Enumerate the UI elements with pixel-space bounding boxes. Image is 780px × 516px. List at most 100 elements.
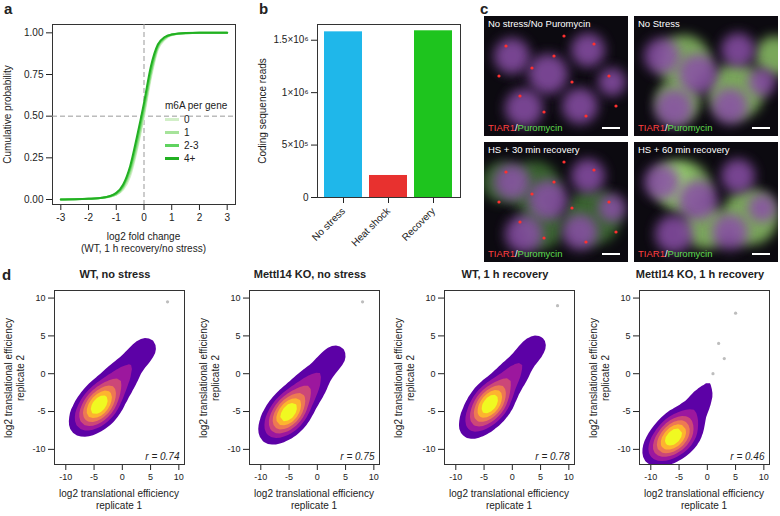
html-text:WT, no stress: WT, no stress	[79, 268, 151, 280]
html-text:log2 translational efficiency: log2 translational efficiency	[393, 318, 404, 438]
html-text:replicate 1: replicate 1	[485, 500, 533, 511]
svg-text:1.00: 1.00	[24, 27, 44, 38]
svg-text:0: 0	[40, 369, 45, 379]
html-text:log2 translational efficiency: log2 translational efficiency	[198, 318, 209, 438]
svg-text:0: 0	[120, 472, 125, 482]
html-text:replicate 1: replicate 1	[290, 500, 338, 511]
html-text:replicate 2: replicate 2	[600, 354, 611, 402]
html-text:log2 translational efficiency: log2 translational efficiency	[59, 488, 179, 499]
svg-text:0: 0	[303, 192, 309, 203]
svg-text:0: 0	[510, 472, 515, 482]
svg-text:5: 5	[343, 472, 348, 482]
html-text:replicate 1: replicate 1	[680, 500, 728, 511]
svg-text:2: 2	[197, 212, 203, 223]
html-text:replicate 1: replicate 1	[95, 500, 143, 511]
svg-text:r = 0.78: r = 0.78	[535, 451, 570, 462]
svg-text:-10: -10	[617, 444, 630, 454]
svg-text:5: 5	[538, 472, 543, 482]
html-text:log2 fold change: log2 fold change	[106, 231, 181, 242]
html-text:log2 translational efficiency: log2 translational efficiency	[588, 318, 599, 438]
svg-text:0.75: 0.75	[24, 69, 44, 80]
svg-text:0.00: 0.00	[24, 194, 44, 205]
html-text:log2 translational efficiency: log2 translational efficiency	[644, 488, 764, 499]
svg-text:0.50: 0.50	[24, 110, 44, 121]
html-text:m6A per gene: m6A per gene	[165, 100, 228, 111]
html-text:log2 translational efficiency: log2 translational efficiency	[254, 488, 374, 499]
svg-text:HS + 60 min recovery: HS + 60 min recovery	[638, 144, 730, 155]
svg-text:5: 5	[733, 472, 738, 482]
svg-text:-10: -10	[449, 472, 462, 482]
svg-text:-3: -3	[56, 212, 65, 223]
svg-text:1×10⁶: 1×10⁶	[282, 87, 309, 98]
svg-text:10: 10	[35, 293, 45, 303]
html-text:b: b	[259, 0, 269, 17]
svg-text:-5: -5	[232, 406, 240, 416]
html-text:log2 translational efficiency: log2 translational efficiency	[449, 488, 569, 499]
svg-text:No stress/No Puromycin: No stress/No Puromycin	[488, 18, 590, 29]
svg-text:TIAR1/Puromycin: TIAR1/Puromycin	[488, 248, 562, 259]
html-text:replicate 2: replicate 2	[405, 354, 416, 402]
svg-text:10: 10	[620, 293, 630, 303]
svg-text:Cumulative probability: Cumulative probability	[2, 65, 13, 163]
svg-text:1.5×10⁶: 1.5×10⁶	[274, 34, 309, 45]
svg-text:0: 0	[625, 369, 630, 379]
svg-text:10: 10	[174, 472, 184, 482]
svg-text:5: 5	[148, 472, 153, 482]
html-text:replicate 2: replicate 2	[210, 354, 221, 402]
svg-text:10: 10	[230, 293, 240, 303]
svg-text:5: 5	[625, 331, 630, 341]
html-text:2-3: 2-3	[184, 140, 199, 151]
svg-text:-5: -5	[90, 472, 98, 482]
svg-text:0: 0	[235, 369, 240, 379]
svg-text:TIAR1/Puromycin: TIAR1/Puromycin	[488, 122, 562, 133]
svg-text:-5: -5	[427, 406, 435, 416]
svg-text:5×10⁵: 5×10⁵	[282, 139, 309, 150]
svg-text:-10: -10	[59, 472, 72, 482]
svg-text:0.25: 0.25	[24, 152, 44, 163]
svg-text:Coding sequence reads: Coding sequence reads	[257, 58, 268, 164]
svg-text:5: 5	[235, 331, 240, 341]
html-text:replicate 2: replicate 2	[15, 354, 26, 402]
svg-text:-10: -10	[32, 444, 45, 454]
html-text:log2 translational efficiency: log2 translational efficiency	[3, 318, 14, 438]
svg-text:-5: -5	[480, 472, 488, 482]
html-text:Mettl14 KO, no stress: Mettl14 KO, no stress	[253, 268, 367, 280]
svg-text:No stress: No stress	[310, 205, 348, 243]
html-text:Mettl14 KO, 1 h recovery: Mettl14 KO, 1 h recovery	[635, 268, 765, 280]
svg-text:-5: -5	[37, 406, 45, 416]
html-text:d: d	[2, 266, 12, 283]
svg-text:-5: -5	[675, 472, 683, 482]
svg-text:0: 0	[315, 472, 320, 482]
svg-text:Heat shock: Heat shock	[349, 205, 393, 249]
svg-text:0: 0	[141, 212, 147, 223]
svg-text:r = 0.75: r = 0.75	[340, 451, 375, 462]
svg-text:5: 5	[430, 331, 435, 341]
html-text:(WT, 1 h recovery/no stress): (WT, 1 h recovery/no stress)	[81, 243, 206, 254]
svg-text:r = 0.74: r = 0.74	[145, 451, 180, 462]
svg-text:-5: -5	[622, 406, 630, 416]
svg-text:10: 10	[425, 293, 435, 303]
svg-text:-10: -10	[254, 472, 267, 482]
html-text:WT, 1 h recovery: WT, 1 h recovery	[461, 268, 549, 280]
svg-text:5: 5	[40, 331, 45, 341]
svg-text:3: 3	[224, 212, 230, 223]
svg-text:-5: -5	[285, 472, 293, 482]
svg-text:0: 0	[705, 472, 710, 482]
svg-text:Recovery: Recovery	[400, 205, 438, 243]
html-text:4+: 4+	[184, 153, 196, 164]
svg-text:-10: -10	[644, 472, 657, 482]
svg-text:-10: -10	[422, 444, 435, 454]
svg-text:r = 0.46: r = 0.46	[730, 451, 765, 462]
svg-text:-1: -1	[112, 212, 121, 223]
svg-text:1: 1	[169, 212, 175, 223]
svg-text:-10: -10	[227, 444, 240, 454]
svg-text:10: 10	[564, 472, 574, 482]
svg-text:10: 10	[759, 472, 769, 482]
svg-text:TIAR1/Puromycin: TIAR1/Puromycin	[638, 122, 712, 133]
svg-text:HS + 30 min recovery: HS + 30 min recovery	[488, 144, 580, 155]
svg-text:-2: -2	[84, 212, 93, 223]
svg-text:10: 10	[369, 472, 379, 482]
svg-text:TIAR1/Puromycin: TIAR1/Puromycin	[638, 248, 712, 259]
svg-text:No Stress: No Stress	[638, 18, 680, 29]
svg-text:0: 0	[430, 369, 435, 379]
